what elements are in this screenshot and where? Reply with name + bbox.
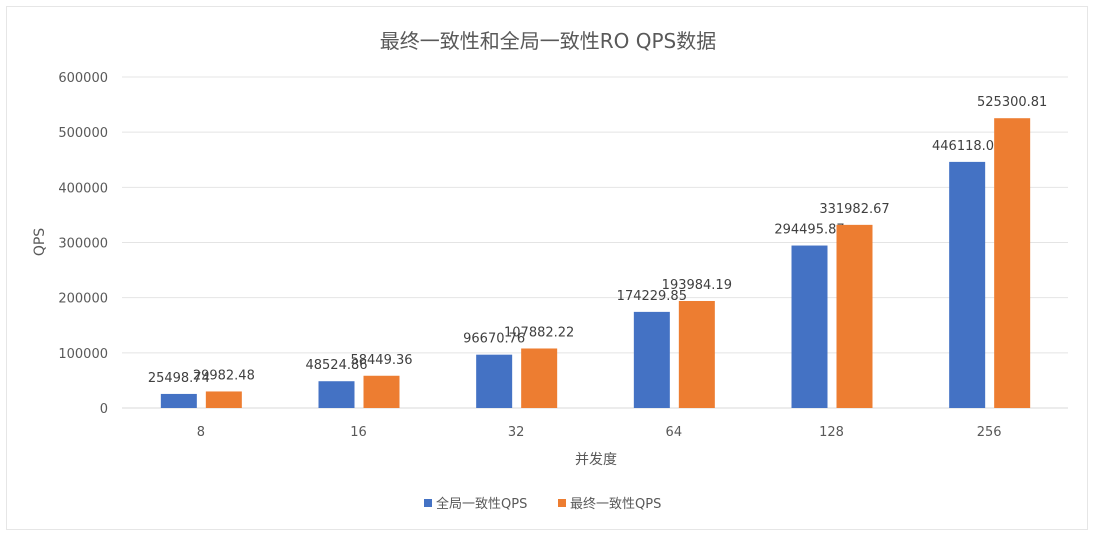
bar-global [791,245,828,408]
chart-frame [6,6,1088,530]
y-tick-label: 400000 [58,181,108,196]
bar-eventual [521,348,558,408]
bar-eventual [836,224,873,408]
bar-eventual [205,391,242,408]
data-label: 174229.85 [617,289,687,304]
y-axis-label: QPS [32,228,48,256]
bar-eventual [994,118,1031,409]
data-label: 25498.74 [148,371,210,386]
x-tick-label: 256 [977,425,1002,440]
bar-eventual [678,300,715,408]
y-tick-label: 100000 [58,347,108,362]
bar-global [160,393,197,408]
data-label: 193984.19 [662,278,732,293]
data-label: 331982.67 [819,202,889,217]
x-tick-label: 8 [197,425,205,440]
y-tick-label: 200000 [58,292,108,307]
legend-swatch [424,499,432,507]
y-tick-label: 0 [100,402,108,417]
x-tick-label: 64 [666,425,683,440]
x-tick-label: 128 [819,425,844,440]
bar-eventual [363,375,400,408]
data-label: 48524.86 [305,358,367,373]
y-tick-label: 500000 [58,126,108,141]
bar-global [949,161,986,408]
bar-global [476,354,513,408]
data-label: 29982.48 [193,368,255,383]
y-tick-label: 600000 [58,71,108,86]
data-label: 96670.76 [463,332,525,347]
data-label: 294495.87 [774,223,844,238]
bar-global [318,381,355,408]
chart-title: 最终一致性和全局一致性RO QPS数据 [380,29,717,53]
x-axis-label: 并发度 [575,452,617,468]
bar-global [633,311,670,408]
x-tick-label: 16 [350,425,367,440]
x-tick-label: 32 [508,425,525,440]
legend-label: 全局一致性QPS [436,496,527,512]
data-label: 107882.22 [504,325,574,340]
y-tick-label: 300000 [58,237,108,252]
data-label: 58449.36 [350,353,412,368]
data-label: 525300.81 [977,95,1047,110]
legend-label: 最终一致性QPS [570,496,661,512]
legend-swatch [558,499,566,507]
data-label: 446118.03 [932,139,1002,154]
